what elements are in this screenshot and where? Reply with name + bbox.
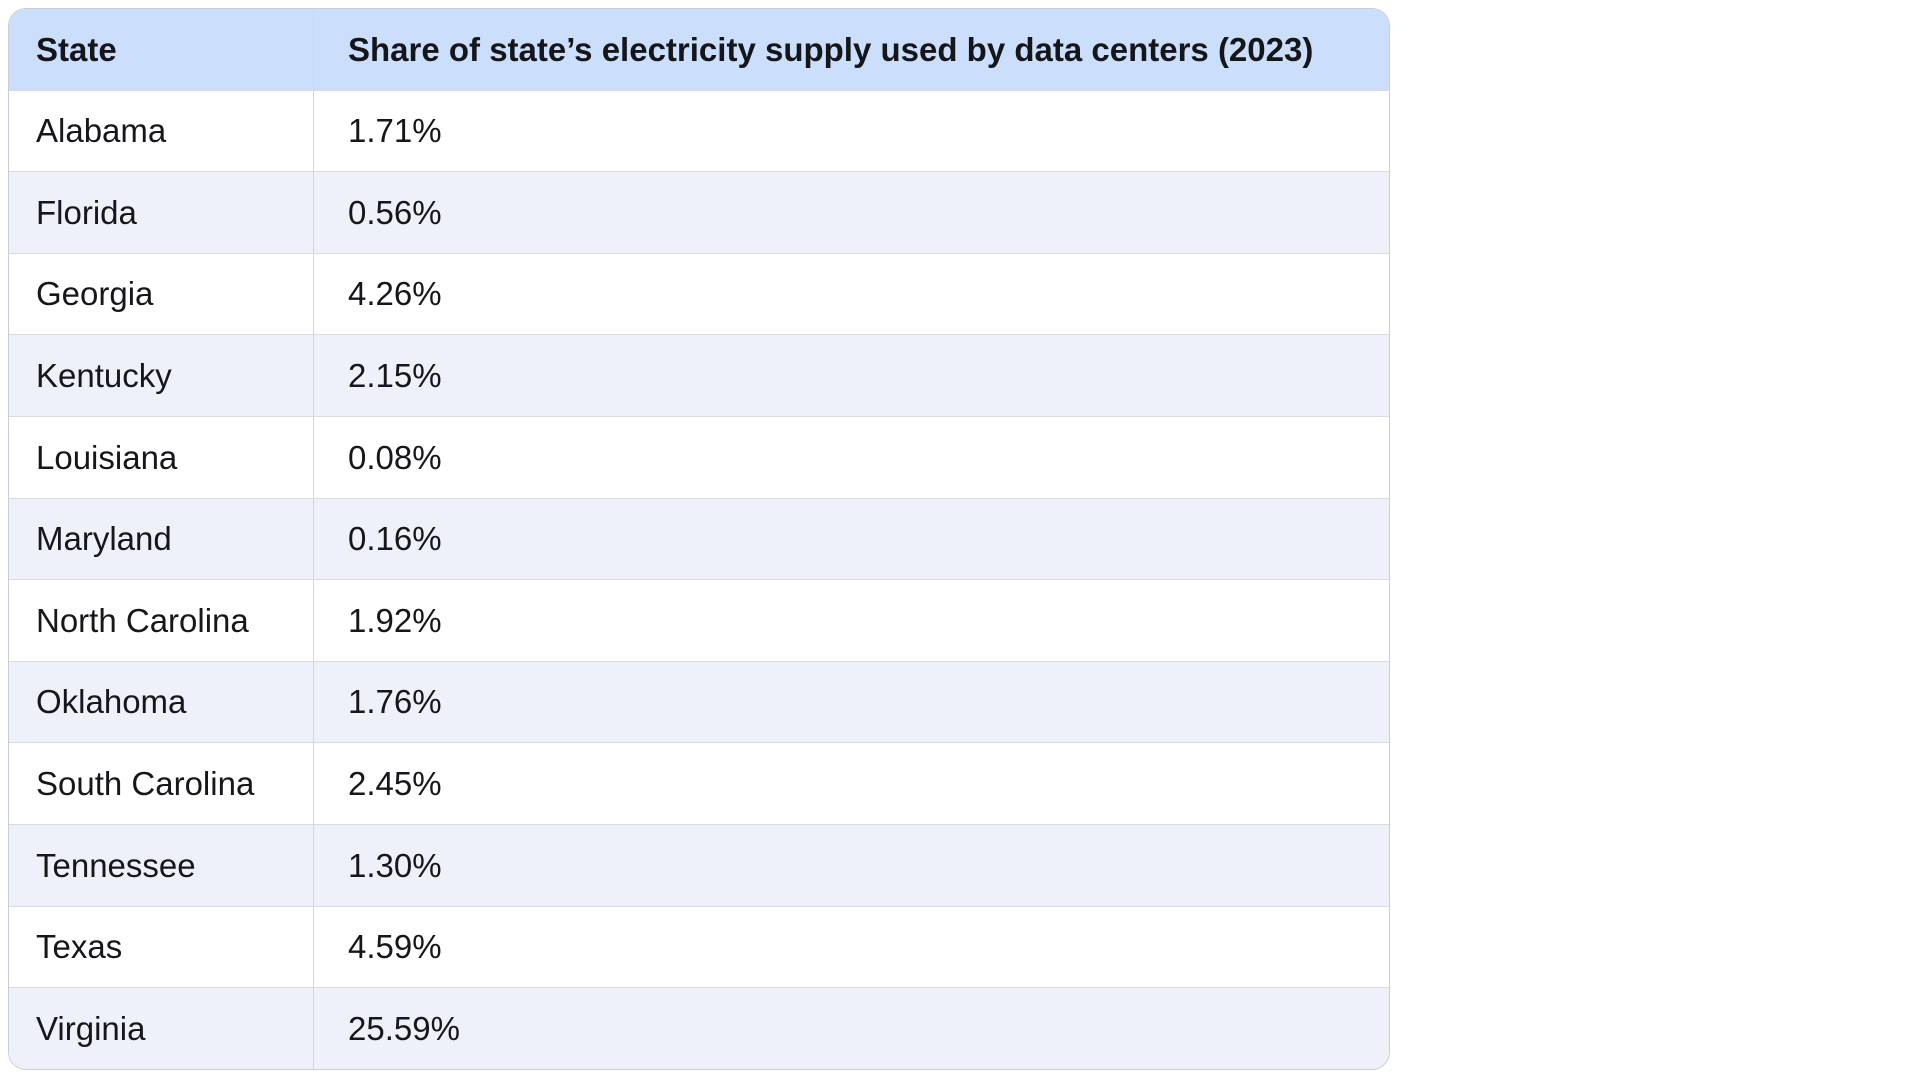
state-cell: Tennessee: [9, 825, 314, 906]
state-cell: Kentucky: [9, 335, 314, 417]
table-row: Oklahoma 1.76%: [9, 660, 1389, 743]
share-cell: 2.45%: [348, 764, 442, 802]
state-cell: Texas: [9, 906, 314, 988]
state-cell: Maryland: [9, 498, 314, 580]
column-header-share: Share of state’s electricity supply used…: [348, 30, 1314, 68]
table-row: North Carolina 1.92%: [9, 579, 1389, 661]
table-row: Maryland 0.16%: [9, 497, 1389, 580]
share-cell: 4.59%: [348, 928, 442, 966]
state-cell: Virginia: [9, 988, 314, 1069]
table-row: Alabama 1.71%: [9, 89, 1389, 172]
share-cell: 2.15%: [348, 356, 442, 394]
share-cell: 1.76%: [348, 683, 442, 721]
share-cell: 0.16%: [348, 520, 442, 558]
table-row: Texas 4.59%: [9, 905, 1389, 988]
state-cell: Florida: [9, 172, 314, 253]
share-cell: 0.08%: [348, 438, 442, 476]
column-header-state: State: [9, 9, 314, 90]
table-row: Tennessee 1.30%: [9, 824, 1389, 906]
table-header-row: State Share of state’s electricity suppl…: [9, 9, 1389, 90]
state-cell: Oklahoma: [9, 661, 314, 743]
share-cell: 1.30%: [348, 846, 442, 884]
table-row: Georgia 4.26%: [9, 252, 1389, 335]
table-row: Virginia 25.59%: [9, 987, 1389, 1069]
table-row: Kentucky 2.15%: [9, 334, 1389, 417]
state-cell: Alabama: [9, 90, 314, 172]
share-cell: 1.71%: [348, 112, 442, 150]
table-row: South Carolina 2.45%: [9, 742, 1389, 825]
share-cell: 4.26%: [348, 275, 442, 313]
state-cell: North Carolina: [9, 580, 314, 661]
data-centers-table: State Share of state’s electricity suppl…: [8, 8, 1390, 1070]
state-cell: Georgia: [9, 253, 314, 335]
table-row: Florida 0.56%: [9, 171, 1389, 253]
state-cell: South Carolina: [9, 743, 314, 825]
share-cell: 25.59%: [348, 1009, 460, 1047]
state-cell: Louisiana: [9, 417, 314, 498]
share-cell: 1.92%: [348, 601, 442, 639]
share-cell: 0.56%: [348, 193, 442, 231]
table-row: Louisiana 0.08%: [9, 416, 1389, 498]
